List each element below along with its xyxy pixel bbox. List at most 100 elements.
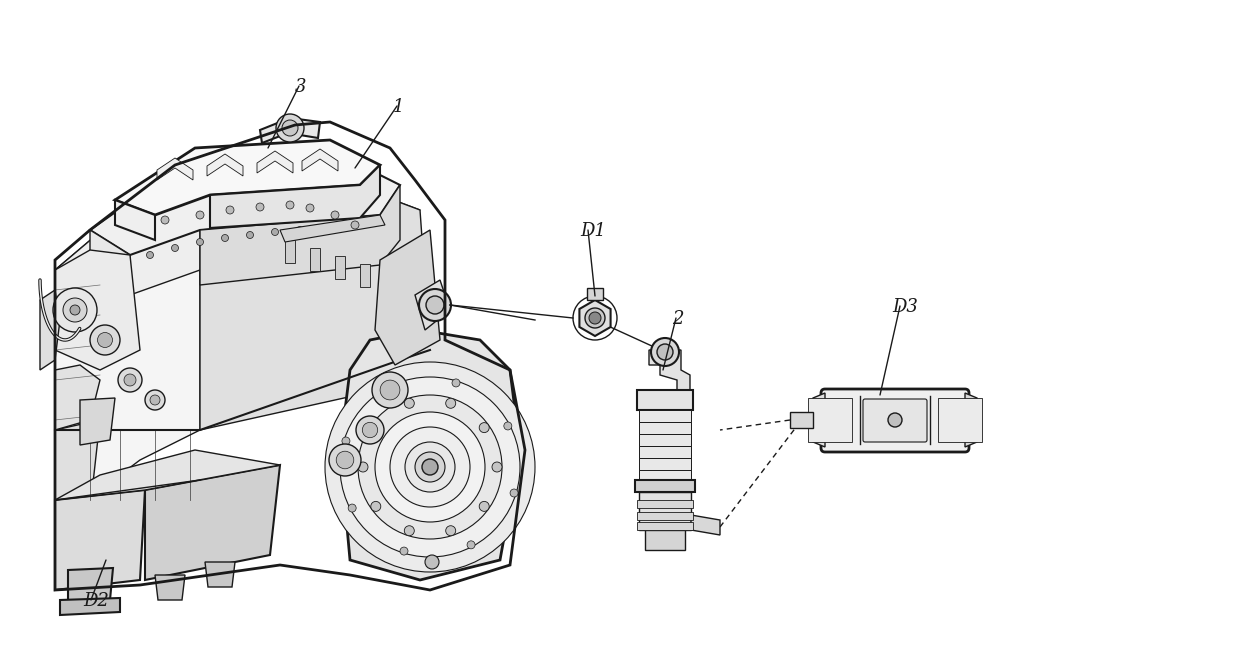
Polygon shape [68, 568, 113, 605]
Polygon shape [639, 410, 691, 422]
Circle shape [91, 325, 120, 355]
Polygon shape [207, 154, 243, 176]
Circle shape [63, 298, 87, 322]
Circle shape [146, 252, 154, 259]
Polygon shape [55, 420, 100, 520]
Polygon shape [257, 151, 293, 173]
Text: D3: D3 [892, 298, 918, 316]
Circle shape [171, 244, 179, 252]
Circle shape [325, 362, 534, 572]
Polygon shape [639, 446, 691, 458]
Polygon shape [813, 393, 825, 447]
Polygon shape [285, 240, 295, 263]
Circle shape [306, 204, 314, 212]
Circle shape [427, 296, 444, 314]
Polygon shape [360, 264, 370, 287]
Circle shape [358, 462, 368, 472]
Polygon shape [210, 165, 379, 228]
Circle shape [415, 452, 445, 482]
Circle shape [286, 201, 294, 209]
Polygon shape [639, 470, 691, 482]
Circle shape [888, 413, 901, 427]
Polygon shape [115, 200, 155, 240]
Circle shape [405, 442, 455, 492]
Polygon shape [205, 562, 236, 587]
Polygon shape [40, 290, 60, 370]
Circle shape [391, 427, 470, 507]
Circle shape [53, 288, 97, 332]
Circle shape [356, 416, 384, 444]
Circle shape [150, 395, 160, 405]
Polygon shape [115, 140, 379, 215]
FancyBboxPatch shape [863, 399, 928, 442]
Circle shape [118, 368, 143, 392]
Circle shape [401, 547, 408, 555]
Circle shape [161, 216, 169, 224]
Polygon shape [200, 180, 430, 430]
Circle shape [371, 501, 381, 512]
Circle shape [467, 541, 475, 549]
Polygon shape [91, 230, 130, 310]
Circle shape [371, 422, 381, 432]
Polygon shape [55, 250, 140, 370]
Circle shape [445, 398, 456, 408]
Circle shape [296, 227, 304, 233]
Circle shape [585, 308, 605, 328]
Polygon shape [374, 230, 440, 365]
Circle shape [358, 395, 502, 539]
Polygon shape [81, 398, 115, 445]
Polygon shape [415, 280, 450, 330]
Polygon shape [155, 575, 185, 600]
Polygon shape [637, 500, 693, 508]
Polygon shape [639, 434, 691, 446]
Polygon shape [649, 350, 689, 390]
Circle shape [372, 372, 408, 408]
Circle shape [404, 398, 414, 408]
Polygon shape [637, 390, 693, 410]
Polygon shape [310, 248, 320, 271]
Circle shape [445, 526, 456, 536]
Circle shape [196, 211, 205, 219]
Polygon shape [808, 398, 852, 442]
Polygon shape [937, 398, 982, 442]
Circle shape [316, 225, 324, 231]
Polygon shape [335, 256, 345, 279]
Polygon shape [340, 330, 520, 580]
Circle shape [384, 385, 393, 393]
Circle shape [422, 459, 438, 475]
Polygon shape [790, 412, 813, 428]
Polygon shape [639, 492, 691, 530]
Polygon shape [55, 490, 145, 590]
Text: D1: D1 [580, 222, 606, 240]
Circle shape [492, 462, 502, 472]
Polygon shape [260, 118, 320, 143]
Circle shape [419, 289, 451, 321]
Polygon shape [91, 155, 401, 255]
Circle shape [348, 504, 356, 512]
Polygon shape [639, 422, 691, 434]
Circle shape [589, 312, 601, 324]
Circle shape [124, 374, 136, 386]
Polygon shape [579, 300, 610, 336]
Circle shape [657, 344, 673, 360]
Circle shape [479, 501, 490, 512]
Circle shape [331, 211, 339, 219]
FancyBboxPatch shape [821, 389, 968, 452]
Polygon shape [55, 365, 100, 430]
Circle shape [351, 221, 360, 229]
Polygon shape [200, 185, 401, 285]
Polygon shape [55, 180, 420, 295]
Circle shape [255, 203, 264, 211]
Circle shape [340, 377, 520, 557]
Circle shape [510, 489, 518, 497]
Polygon shape [587, 288, 603, 300]
Polygon shape [645, 530, 684, 550]
Circle shape [196, 238, 203, 246]
Polygon shape [639, 458, 691, 470]
Polygon shape [145, 465, 280, 580]
Text: D2: D2 [83, 592, 109, 610]
Circle shape [404, 526, 414, 536]
Circle shape [651, 338, 680, 366]
Polygon shape [55, 190, 200, 520]
Circle shape [145, 390, 165, 410]
